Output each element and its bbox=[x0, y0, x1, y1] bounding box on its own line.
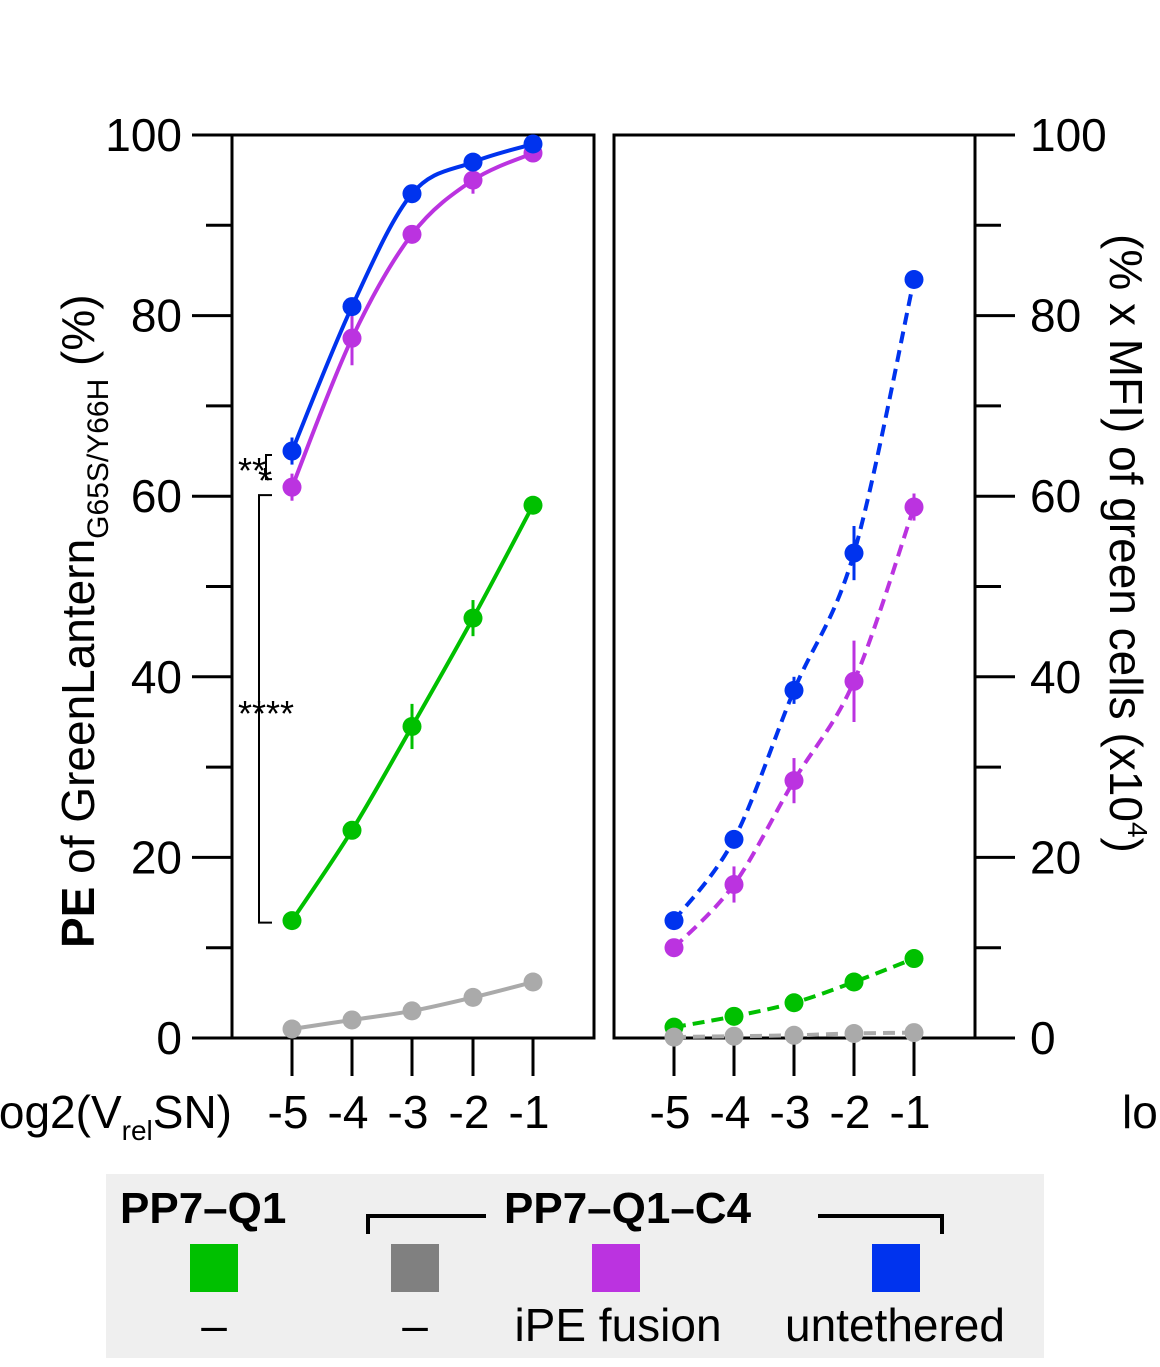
legend-swatch-pp7q1 bbox=[190, 1244, 238, 1292]
right-data-point bbox=[664, 1027, 684, 1047]
right-y-axis-title: (% x MFI) of green cells (x104) bbox=[1100, 234, 1153, 853]
legend-group2-title: PP7–Q1–C4 bbox=[504, 1184, 752, 1233]
legend-swatch-c4-untethered bbox=[872, 1244, 920, 1292]
left-data-point bbox=[282, 441, 302, 461]
left-x-tick-label: -3 bbox=[388, 1086, 429, 1138]
left-data-point bbox=[402, 184, 422, 204]
right-data-point bbox=[724, 829, 744, 849]
right-y-tick-label: 20 bbox=[1030, 831, 1081, 883]
left-data-point bbox=[342, 1010, 362, 1030]
right-data-point bbox=[724, 874, 744, 894]
right-data-point bbox=[904, 1023, 924, 1043]
right-data-point bbox=[784, 680, 804, 700]
right-data-point bbox=[784, 1025, 804, 1045]
legend-label-pp7q1: – bbox=[201, 1299, 227, 1351]
left-x-axis-title: log2(VrelSN) bbox=[0, 1086, 232, 1146]
sig-bracket-large bbox=[258, 494, 272, 924]
legend-bracket-left bbox=[366, 1214, 486, 1218]
axis-titles: PE of GreenLanternG65S/Y66H (%) (% x MFI)… bbox=[0, 234, 1158, 1146]
left-y-tick-label: 40 bbox=[131, 651, 182, 703]
right-series-line-0 bbox=[673, 956, 915, 1030]
sig-label-large: **** bbox=[238, 693, 294, 734]
legend-group1-title: PP7–Q1 bbox=[120, 1184, 287, 1233]
left-y-tick-label: 100 bbox=[105, 109, 182, 161]
sig-bracket-small bbox=[265, 454, 272, 481]
left-data-point bbox=[282, 1019, 302, 1039]
left-data-point bbox=[342, 297, 362, 317]
right-series-line-3 bbox=[672, 279, 916, 922]
right-y-tick-label: 100 bbox=[1030, 109, 1107, 161]
legend-label-c4-none: – bbox=[402, 1299, 428, 1351]
right-data-point bbox=[784, 993, 804, 1013]
right-series-line-2 bbox=[672, 506, 916, 950]
right-data-point bbox=[904, 269, 924, 289]
right-x-tick-label: -1 bbox=[890, 1086, 931, 1138]
right-y-tick-label: 60 bbox=[1030, 470, 1081, 522]
left-data-point bbox=[402, 1001, 422, 1021]
right-x-axis-title: lo bbox=[1122, 1086, 1158, 1138]
left-data-point bbox=[342, 820, 362, 840]
right-x-tick-label: -2 bbox=[830, 1086, 871, 1138]
left-plot-frame bbox=[230, 133, 596, 1040]
right-data-point bbox=[664, 911, 684, 931]
left-data-point bbox=[463, 608, 483, 628]
right-y-tick-label: 0 bbox=[1030, 1012, 1056, 1064]
left-data-point bbox=[342, 328, 362, 348]
left-data-point bbox=[523, 495, 543, 515]
legend-bracket-left-tick bbox=[366, 1214, 370, 1234]
left-y-tick-label: 0 bbox=[156, 1012, 182, 1064]
left-data-point bbox=[523, 972, 543, 992]
left-data-point bbox=[463, 152, 483, 172]
legend: PP7–Q1 PP7–Q1–C4 – – iPE fusion untether… bbox=[106, 1174, 1044, 1358]
right-data-point bbox=[904, 497, 924, 517]
left-x-tick-label: -2 bbox=[449, 1086, 490, 1138]
right-data-point bbox=[844, 543, 864, 563]
left-y-tick-label: 20 bbox=[131, 831, 182, 883]
legend-bracket-right bbox=[818, 1214, 944, 1218]
right-data-point bbox=[724, 1006, 744, 1026]
left-data-point bbox=[402, 716, 422, 736]
left-x-tick-label: -5 bbox=[268, 1086, 309, 1138]
left-series-line-2 bbox=[290, 151, 534, 488]
left-x-tick-label: -1 bbox=[509, 1086, 550, 1138]
legend-label-c4-ipe: iPE fusion bbox=[514, 1299, 722, 1351]
right-plot-frame bbox=[612, 133, 977, 1040]
left-data-point bbox=[282, 477, 302, 497]
right-data-point bbox=[844, 1023, 864, 1043]
left-data-point bbox=[523, 134, 543, 154]
legend-bracket-right-tick bbox=[940, 1214, 944, 1234]
left-y-tick-label: 80 bbox=[131, 290, 182, 342]
left-data-point bbox=[463, 170, 483, 190]
left-x-tick-label: -4 bbox=[328, 1086, 369, 1138]
right-x-tick-label: -3 bbox=[770, 1086, 811, 1138]
right-y-tick-label: 80 bbox=[1030, 290, 1081, 342]
left-data-point bbox=[402, 224, 422, 244]
legend-swatch-c4-ipe bbox=[592, 1244, 640, 1292]
left-y-axis-title: PE of GreenLanternG65S/Y66H (%) bbox=[52, 294, 115, 948]
right-x-tick-label: -5 bbox=[650, 1086, 691, 1138]
right-data-point bbox=[904, 949, 924, 969]
right-data-point bbox=[664, 938, 684, 958]
left-data-point bbox=[463, 987, 483, 1007]
right-y-tick-label: 40 bbox=[1030, 651, 1081, 703]
sig-label-small: ** bbox=[238, 450, 266, 491]
right-data-point bbox=[784, 771, 804, 791]
right-data-point bbox=[844, 972, 864, 992]
legend-label-c4-untethered: untethered bbox=[785, 1299, 1005, 1351]
right-data-point bbox=[724, 1026, 744, 1046]
left-data-point bbox=[282, 911, 302, 931]
right-panel: 0 20 40 60 80 100 -5 -4 -3 -2 -1 bbox=[612, 109, 1107, 1138]
legend-swatch-c4-none bbox=[391, 1244, 439, 1292]
right-x-tick-label: -4 bbox=[710, 1086, 751, 1138]
left-y-tick-label: 60 bbox=[131, 470, 182, 522]
sig-label-small-2: * bbox=[258, 460, 272, 501]
right-data-point bbox=[844, 671, 864, 691]
